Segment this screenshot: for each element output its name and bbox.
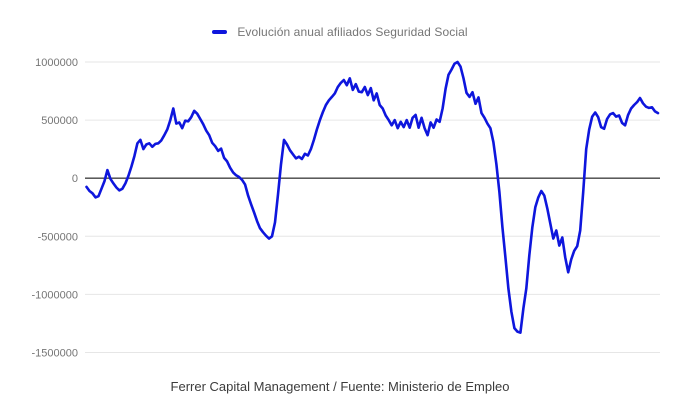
- source-caption: Ferrer Capital Management / Fuente: Mini…: [170, 379, 510, 394]
- gridlines-group: [85, 61, 660, 353]
- y-tick-label: -500000: [38, 231, 78, 243]
- series-line: [85, 60, 660, 335]
- y-tick-label: 1000000: [35, 57, 78, 69]
- y-tick-labels-group: 1000000 500000 0 -500000 -1000000 -1500000: [32, 57, 79, 360]
- y-tick-label: 500000: [41, 115, 78, 127]
- y-tick-label: -1500000: [32, 348, 79, 360]
- y-tick-label: 0: [72, 173, 78, 185]
- legend: Evolución anual afiliados Seguridad Soci…: [0, 24, 680, 40]
- legend-label: Evolución anual afiliados Seguridad Soci…: [237, 25, 468, 39]
- y-tick-label: -1000000: [32, 289, 79, 301]
- legend-line-marker: [212, 30, 228, 34]
